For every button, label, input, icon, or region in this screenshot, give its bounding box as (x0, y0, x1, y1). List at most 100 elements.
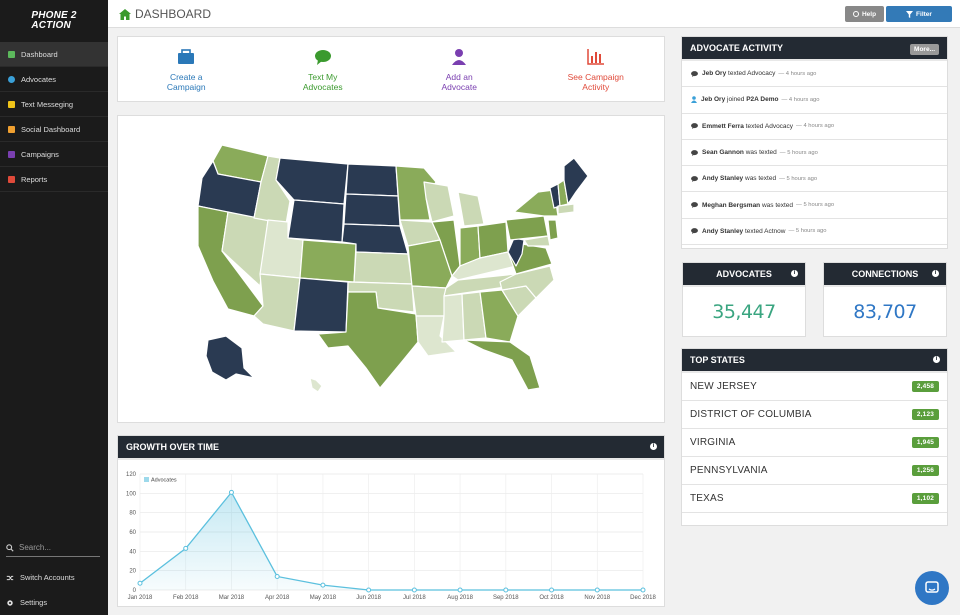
data-point-2[interactable] (228, 489, 234, 495)
sidebar-item-social-dashboard[interactable]: Social Dashboard (0, 117, 108, 142)
info-icon[interactable]: i (933, 356, 940, 363)
page-title-text: DASHBOARD (135, 7, 212, 21)
activity-name[interactable]: Meghan Bergsman (702, 201, 761, 209)
map-texas[interactable] (317, 291, 419, 389)
map-west-virginia[interactable] (507, 237, 525, 267)
state-name: NEW JERSEY (690, 381, 758, 392)
action-add-an-advocate[interactable]: Add an Advocate (391, 37, 528, 101)
sidebar-item-icon (8, 50, 15, 58)
state-count-badge: 1,256 (912, 465, 939, 476)
data-point-8[interactable] (503, 587, 509, 593)
data-point-11[interactable] (640, 587, 646, 593)
logo-line1: PHONE 2 (31, 10, 77, 21)
map-north-carolina[interactable] (499, 265, 555, 299)
activity-row[interactable]: Meghan Bergsman was texted — 5 hours ago (682, 192, 947, 219)
settings-link[interactable]: Settings (0, 590, 108, 615)
data-point-6[interactable] (411, 587, 417, 593)
activity-time-value: 4 hours ago (785, 70, 817, 77)
map-hawaii[interactable] (309, 377, 323, 393)
activity-name[interactable]: Sean Gannon (702, 149, 744, 157)
map-new-mexico[interactable] (293, 277, 349, 333)
activity-action: joined (725, 96, 747, 104)
activity-time: — 4 hours ago (796, 123, 835, 130)
activity-row[interactable]: Jeb Ory texted Advocacy — 4 hours ago (682, 61, 947, 88)
map-kansas[interactable] (353, 251, 413, 285)
sidebar-item-dashboard[interactable]: Dashboard (0, 42, 108, 67)
logo[interactable]: PHONE 2 ACTION (0, 0, 108, 42)
map-georgia[interactable] (479, 289, 519, 343)
data-point-1[interactable] (183, 545, 189, 551)
data-point-5[interactable] (366, 587, 372, 593)
sidebar-item-reports[interactable]: Reports (0, 167, 108, 192)
map-arkansas[interactable] (411, 285, 447, 317)
switch-accounts-link[interactable]: Switch Accounts (0, 565, 108, 590)
more-button[interactable]: More... (910, 44, 939, 55)
activity-row[interactable]: Andy Stanley texted Actnow — 5 hours ago (682, 219, 947, 246)
map-colorado[interactable] (299, 239, 357, 283)
action-see-campaign-activity[interactable]: See Campaign Activity (528, 37, 665, 101)
info-icon[interactable]: i (650, 443, 657, 450)
map-michigan[interactable] (457, 191, 485, 227)
state-row[interactable]: TEXAS 1,102 (682, 485, 947, 513)
map-florida[interactable] (463, 339, 541, 391)
map-massachusetts[interactable] (557, 203, 575, 215)
state-name: DISTRICT OF COLUMBIA (690, 409, 812, 420)
map-maine[interactable] (563, 157, 589, 205)
x-tick-label: May 2018 (310, 595, 337, 601)
sidebar-search[interactable]: Search... (6, 543, 100, 557)
map-mississippi[interactable] (441, 293, 465, 343)
info-icon[interactable]: i (791, 270, 798, 277)
sidebar-item-campaigns[interactable]: Campaigns (0, 142, 108, 167)
map-wyoming[interactable] (287, 199, 345, 243)
map-pennsylvania[interactable] (505, 215, 549, 241)
activity-header: ADVOCATE ACTIVITY More... (682, 37, 947, 61)
chat-icon (691, 228, 698, 235)
state-row[interactable]: DISTRICT OF COLUMBIA 2,123 (682, 401, 947, 429)
data-point-7[interactable] (457, 587, 463, 593)
activity-name[interactable]: Emmett Ferra (702, 122, 744, 130)
activity-row[interactable]: Jeb Ory joined P2A Demo — 4 hours ago (682, 87, 947, 114)
state-row[interactable]: PENNSYLVANIA 1,256 (682, 457, 947, 485)
x-tick-label: Jan 2018 (128, 595, 153, 601)
series-line-advocates (139, 491, 643, 591)
data-point-9[interactable] (549, 587, 555, 593)
sidebar-nav: Dashboard Advocates Text Messeging Social D… (0, 42, 108, 192)
map-north-dakota[interactable] (345, 163, 399, 197)
data-point-10[interactable] (594, 587, 600, 593)
map-maryland[interactable] (523, 235, 551, 247)
data-point-4[interactable] (320, 582, 326, 588)
data-point-3[interactable] (274, 573, 280, 579)
activity-row[interactable]: Sean Gannon was texted — 5 hours ago (682, 140, 947, 167)
action-text-my-advocates[interactable]: Text My Advocates (255, 37, 392, 101)
action-label-line1: Create a (169, 72, 203, 82)
chat-button[interactable] (915, 571, 949, 605)
activity-row[interactable]: Andy Stanley was texted — 5 hours ago (682, 166, 947, 193)
activity-name[interactable]: Andy Stanley (702, 227, 744, 235)
x-tick-label: Apr 2018 (265, 595, 290, 601)
connections-stat-label: CONNECTIONS (851, 269, 919, 279)
help-button[interactable]: Help (845, 6, 884, 22)
sidebar-item-advocates[interactable]: Advocates (0, 67, 108, 92)
map-wisconsin[interactable] (423, 181, 455, 223)
activity-name[interactable]: Andy Stanley (702, 175, 744, 183)
activity-time-value: 4 hours ago (788, 96, 820, 103)
activity-name[interactable]: Jeb Ory (701, 96, 726, 104)
activity-row[interactable]: Emmett Ferra texted Advocacy — 4 hours ag… (682, 114, 947, 140)
map-south-dakota[interactable] (343, 193, 401, 227)
state-row[interactable]: NEW JERSEY 2,458 (682, 373, 947, 401)
state-row[interactable]: VIRGINIA 1,945 (682, 429, 947, 457)
info-icon[interactable]: i (932, 270, 939, 277)
growth-title: GROWTH OVER TIME (126, 442, 219, 452)
action-label-line2: Advocate (441, 82, 477, 92)
activity-name[interactable]: Jeb Ory (702, 70, 727, 78)
data-point-0[interactable] (137, 580, 143, 586)
filter-button[interactable]: Filter (886, 6, 952, 22)
map-missouri[interactable] (407, 239, 453, 289)
action-create-a-campaign[interactable]: Create a Campaign (118, 37, 255, 101)
map-new-jersey[interactable] (547, 219, 559, 241)
action-label-line2: Advocates (302, 82, 343, 92)
sidebar-item-text-messeging[interactable]: Text Messeging (0, 92, 108, 117)
activity-target[interactable]: P2A Demo (746, 96, 779, 104)
top-states-panel: TOP STATES i NEW JERSEY 2,458 DISTRICT OF … (681, 348, 948, 526)
map-alaska[interactable] (205, 335, 255, 381)
